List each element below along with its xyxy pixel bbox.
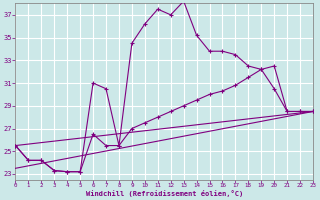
X-axis label: Windchill (Refroidissement éolien,°C): Windchill (Refroidissement éolien,°C) [86, 190, 243, 197]
